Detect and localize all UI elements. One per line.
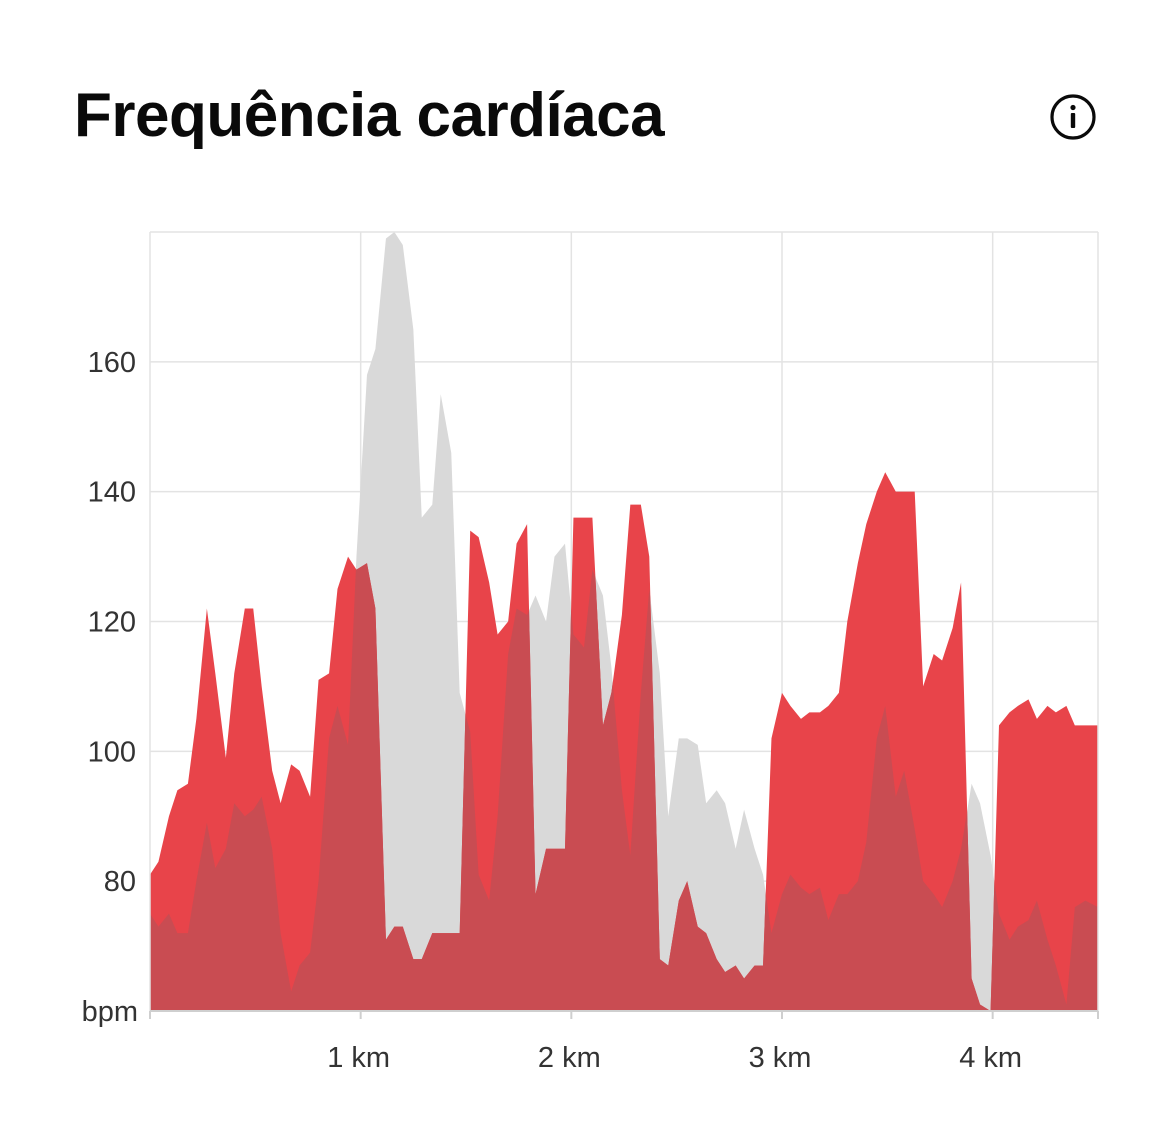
info-button[interactable] [1050,94,1096,140]
x-tick-label: 2 km [538,1042,601,1074]
x-tick-label: 3 km [749,1042,812,1074]
y-axis-labels: 80 100 120 140 160 [88,347,136,898]
y-tick-label: 160 [88,347,136,379]
y-tick-label: 120 [88,607,136,639]
y-tick-label: 140 [88,477,136,509]
y-axis-unit-label: bpm [82,996,138,1028]
x-tick-label: 4 km [959,1042,1022,1074]
info-icon [1050,94,1096,140]
y-tick-label: 80 [104,866,136,898]
x-axis-labels: 1 km 2 km 3 km 4 km [327,1042,1022,1074]
x-tick-label: 1 km [327,1042,390,1074]
comparison-heart-rate-area [150,232,1098,1011]
chart-frame [149,231,1099,1019]
y-tick-label: 100 [88,736,136,768]
page-title: Frequência cardíaca [74,81,665,150]
